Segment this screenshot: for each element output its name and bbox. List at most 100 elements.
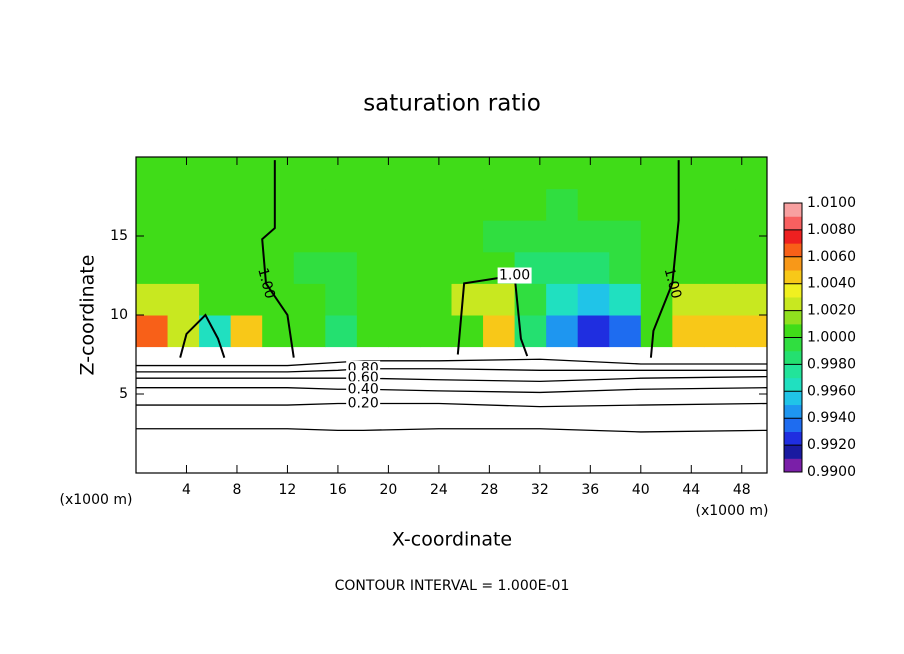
field-cell — [577, 441, 610, 473]
field-cell — [325, 441, 358, 473]
field-cell — [293, 188, 326, 221]
field-cell — [546, 346, 579, 379]
field-cell — [735, 346, 767, 379]
field-cell — [419, 251, 452, 284]
field-cell — [514, 378, 547, 411]
field-cell — [388, 188, 421, 221]
y-units: (x1000 m) — [60, 492, 133, 508]
field-cell — [703, 441, 736, 473]
field-cell — [640, 441, 673, 473]
field-cell — [546, 441, 579, 473]
field-cell — [293, 378, 326, 411]
colorbar-swatch — [784, 229, 802, 244]
x-tick-label: 36 — [581, 482, 599, 498]
field-cell — [703, 409, 736, 442]
field-cell — [293, 409, 326, 442]
field-cell — [388, 315, 421, 348]
colorbar-swatch — [784, 243, 802, 258]
field-cell — [356, 188, 389, 221]
field-cell — [293, 157, 326, 190]
y-tick-label: 5 — [119, 386, 128, 402]
field-cell — [546, 378, 579, 411]
field-cell — [609, 251, 642, 284]
field-cell — [609, 409, 642, 442]
field-cell — [640, 283, 673, 316]
field-cell — [325, 220, 358, 253]
contour-label: 0.40 — [348, 381, 379, 397]
colorbar-swatch — [784, 391, 802, 406]
field-cell — [451, 157, 484, 190]
colorbar-tick-label: 0.9940 — [807, 410, 856, 426]
field-cell — [419, 283, 452, 316]
field-cell — [230, 188, 263, 221]
colorbar-swatch — [784, 324, 802, 338]
contour-line — [649, 160, 680, 358]
contour-label-bg — [497, 267, 532, 284]
field-cell — [640, 220, 673, 253]
field-cell — [419, 378, 452, 411]
field-cell — [199, 188, 232, 221]
field-cell — [293, 346, 326, 379]
colorbar-swatch — [784, 216, 802, 231]
field-cell — [609, 441, 642, 473]
field-cell — [388, 441, 421, 473]
field-cell — [388, 251, 421, 284]
field-cell — [672, 315, 705, 348]
field-cell — [199, 251, 232, 284]
field-cell — [483, 409, 516, 442]
field-cell — [293, 441, 326, 473]
field-cell — [262, 220, 295, 253]
field-cell — [199, 220, 232, 253]
contour-line — [179, 313, 226, 358]
y-tick-label: 10 — [110, 307, 128, 323]
field-cell — [230, 409, 263, 442]
x-tick-label: 28 — [480, 482, 498, 498]
field-cell — [262, 441, 295, 473]
field-cell — [546, 409, 579, 442]
field-cell — [451, 409, 484, 442]
field-cell — [388, 283, 421, 316]
colorbar-tick-label: 1.0040 — [807, 276, 856, 292]
contour-label: 1.00 — [661, 266, 685, 300]
contour-label: 1.00 — [499, 268, 530, 284]
field-cell — [167, 409, 200, 442]
x-tick-label: 48 — [733, 482, 751, 498]
y-axis-label: Z-coordinate — [77, 255, 99, 376]
field-cell — [167, 283, 200, 316]
field-cell — [735, 283, 767, 316]
colorbar-swatch — [784, 203, 802, 217]
field-cell — [640, 409, 673, 442]
field-cell — [451, 346, 484, 379]
field-cell — [672, 157, 705, 190]
field-cell — [230, 441, 263, 473]
field-cell — [672, 188, 705, 221]
x-tick-label: 16 — [329, 482, 347, 498]
field-cell — [230, 283, 263, 316]
field-cell — [577, 157, 610, 190]
field-cell — [356, 409, 389, 442]
contour-label-bg — [346, 395, 381, 412]
field-cell — [577, 283, 610, 316]
field-cell — [640, 346, 673, 379]
field-cell — [419, 220, 452, 253]
colorbar-swatch — [784, 350, 802, 365]
field-cell — [609, 157, 642, 190]
colorbar-swatch — [784, 404, 802, 419]
field-cell — [609, 188, 642, 221]
field-cell — [262, 157, 295, 190]
field-cell — [262, 251, 295, 284]
field-cell — [356, 315, 389, 348]
colorbar-swatch — [784, 270, 802, 284]
field-cell — [167, 188, 200, 221]
field-cell — [356, 157, 389, 190]
field-cell — [419, 188, 452, 221]
x-tick-label: 44 — [682, 482, 700, 498]
field-cell — [325, 251, 358, 284]
field-cell — [451, 283, 484, 316]
field-cell — [451, 378, 484, 411]
field-cell — [451, 220, 484, 253]
colorbar-swatch — [784, 364, 802, 379]
field-cell — [640, 188, 673, 221]
field-cell — [609, 315, 642, 348]
